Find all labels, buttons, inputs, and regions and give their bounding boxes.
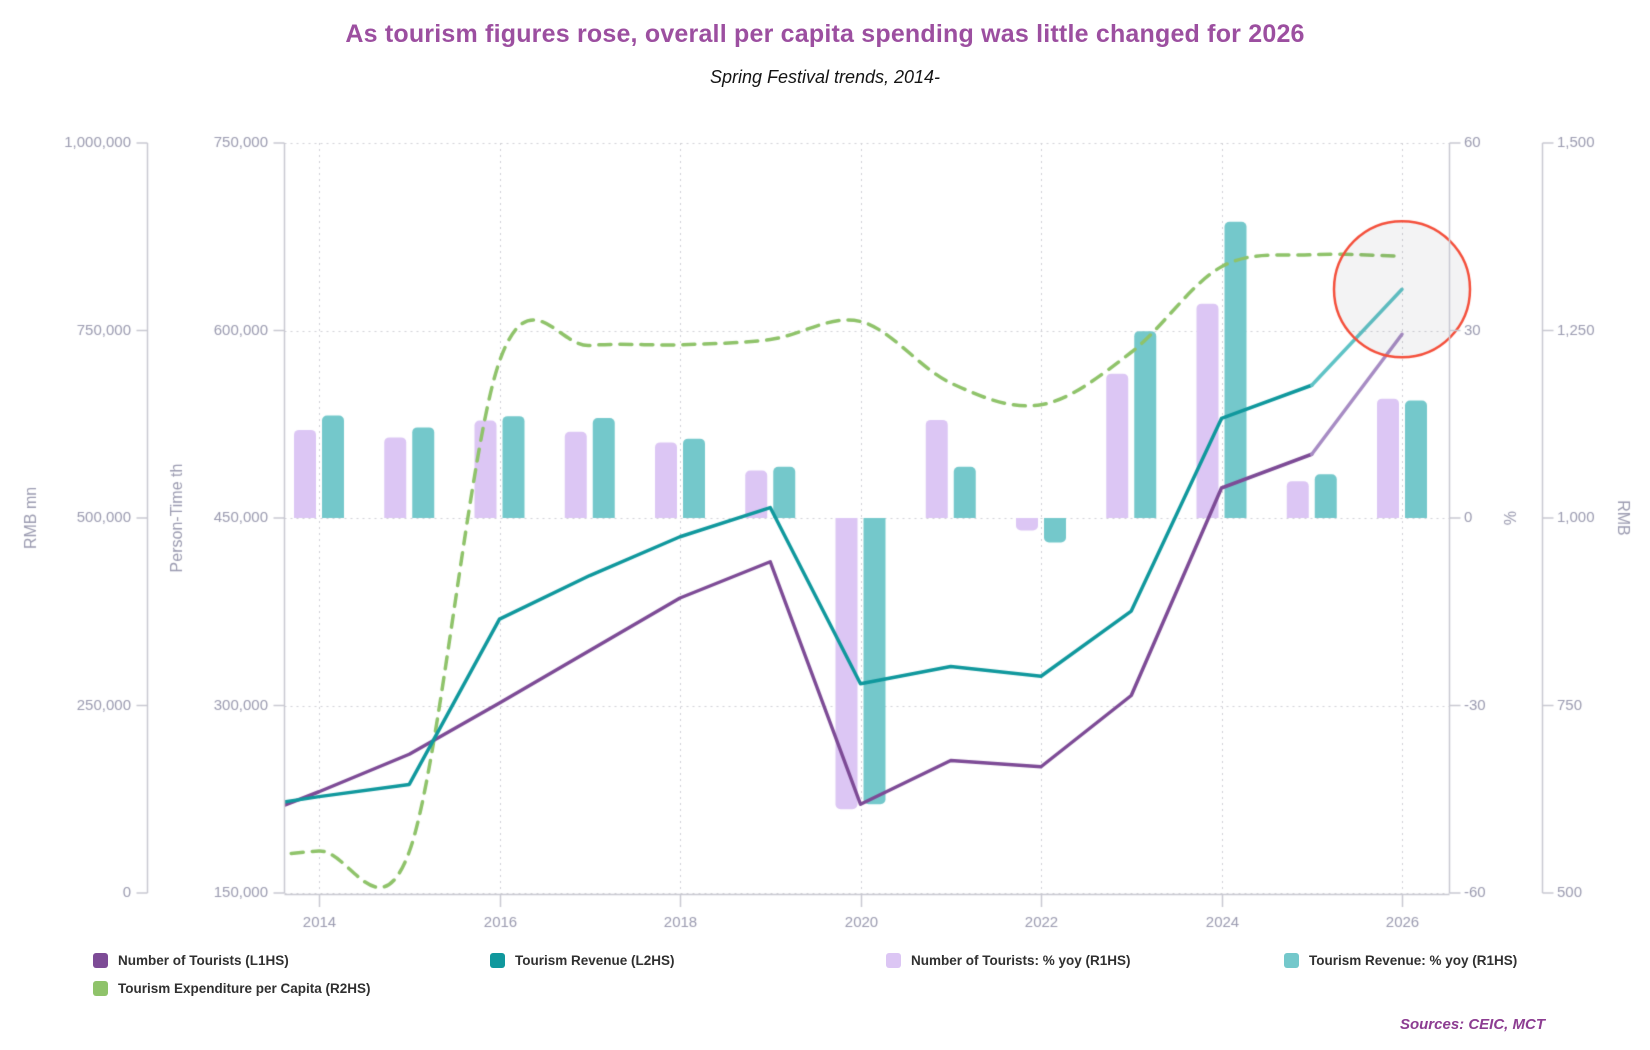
legend-item-expenditure-per-capita: Tourism Expenditure per Capita (R2HS) bbox=[93, 980, 371, 996]
legend-swatch-tourists-yoy-bar bbox=[886, 952, 901, 968]
legend-item-tourism-revenue: Tourism Revenue (L2HS) bbox=[490, 952, 675, 968]
legend-item-tourists-yoy: Number of Tourists: % yoy (R1HS) bbox=[886, 952, 1131, 968]
page-title: As tourism figures rose, overall per cap… bbox=[345, 20, 1305, 48]
legend-label: Number of Tourists: % yoy (R1HS) bbox=[911, 952, 1131, 968]
chart-subtitle: Spring Festival trends, 2014- bbox=[709, 67, 941, 87]
legend-label: Tourism Revenue: % yoy (R1HS) bbox=[1309, 952, 1518, 968]
source-note: Sources: CEIC, MCT bbox=[1399, 1016, 1545, 1033]
legend-swatch-tourists-line bbox=[93, 952, 108, 968]
legend-swatch-revenue-line bbox=[490, 952, 505, 968]
legend-item-number-of-tourists: Number of Tourists (L1HS) bbox=[93, 952, 289, 968]
legend-label: Number of Tourists (L1HS) bbox=[118, 952, 289, 968]
legend-swatch-per-capita-line bbox=[93, 980, 108, 996]
legend-label: Tourism Expenditure per Capita (R2HS) bbox=[118, 980, 371, 996]
legend-item-revenue-yoy: Tourism Revenue: % yoy (R1HS) bbox=[1284, 952, 1517, 968]
legend-swatch-revenue-yoy-bar bbox=[1284, 952, 1299, 968]
legend-label: Tourism Revenue (L2HS) bbox=[515, 952, 675, 968]
